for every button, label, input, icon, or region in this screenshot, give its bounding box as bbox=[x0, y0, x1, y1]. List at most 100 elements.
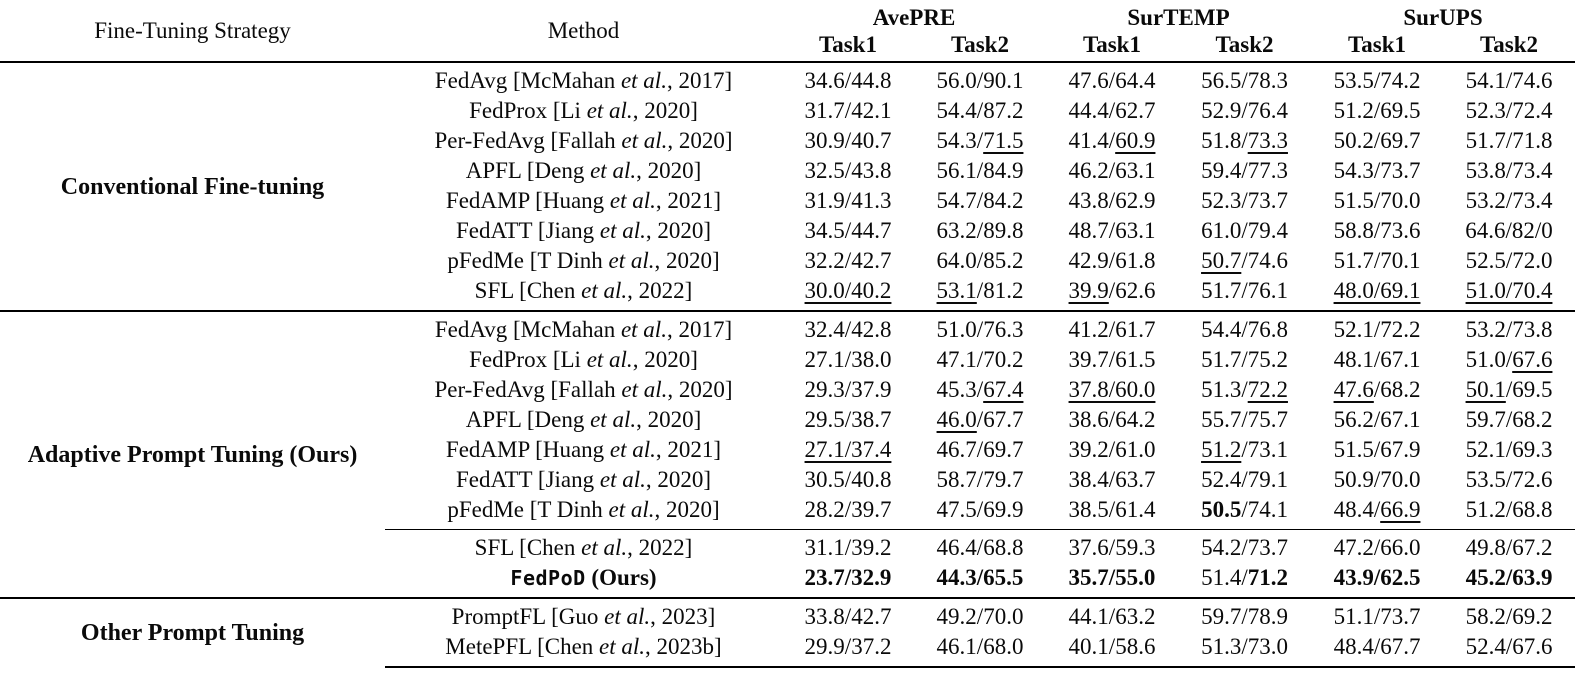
table-row: APFL [Deng et al., 2020] 29.5/38.7 46.0/67… bbox=[0, 405, 1575, 435]
value-pair: 23.7/32.9 bbox=[804, 565, 892, 590]
table-row: FedAMP [Huang et al., 2021] 31.9/41.3 54.7… bbox=[0, 186, 1575, 216]
value-cell: 46.2/63.1 bbox=[1046, 156, 1178, 186]
value-task-primary: 49.8 bbox=[1465, 535, 1506, 560]
value-task-primary: 48.7 bbox=[1068, 218, 1109, 243]
slash-separator: / bbox=[976, 634, 984, 659]
value-cell: 51.0/76.3 bbox=[914, 310, 1046, 345]
value-task-secondary: 58.6 bbox=[1115, 634, 1156, 659]
slash-separator: / bbox=[844, 497, 852, 522]
value-cell: 56.2/67.1 bbox=[1311, 405, 1443, 435]
slash-separator: / bbox=[1108, 437, 1116, 462]
value-task-secondary: 67.9 bbox=[1380, 437, 1421, 462]
value-cell: 50.7/74.6 bbox=[1178, 246, 1311, 276]
value-cell: 48.0/69.1 bbox=[1311, 276, 1443, 311]
value-cell: 38.4/63.7 bbox=[1046, 465, 1178, 495]
et-al-italic: et al. bbox=[581, 278, 628, 303]
value-task-primary: 47.6 bbox=[1068, 68, 1109, 93]
table-header: Fine-Tuning Strategy Method AvePRE SurTE… bbox=[0, 0, 1575, 63]
value-cell: 34.6/44.8 bbox=[782, 62, 914, 96]
value-cell: 51.2/68.8 bbox=[1443, 495, 1575, 530]
value-cell: 39.9/62.6 bbox=[1046, 276, 1178, 311]
value-task-primary: 31.9 bbox=[804, 188, 845, 213]
slash-separator: / bbox=[1505, 467, 1513, 492]
slash-separator: / bbox=[1505, 347, 1513, 372]
value-task-secondary: 61.8 bbox=[1115, 248, 1156, 273]
value-cell: 48.4/66.9 bbox=[1311, 495, 1443, 530]
value-task-primary: 51.2 bbox=[1201, 437, 1242, 462]
value-task-secondary: 71.5 bbox=[983, 128, 1024, 153]
value-cell: 29.9/37.2 bbox=[782, 632, 914, 668]
header-avepre: AvePRE bbox=[872, 5, 956, 30]
value-task-secondary: 44.8 bbox=[851, 68, 892, 93]
method-cell: FedProx [Li et al., 2020] bbox=[469, 98, 698, 123]
value-task-secondary: 68.2 bbox=[1380, 377, 1421, 402]
slash-separator: / bbox=[1241, 98, 1248, 123]
slash-separator: / bbox=[844, 158, 852, 183]
slash-separator: / bbox=[1505, 317, 1513, 342]
value-task-primary: 64.0 bbox=[936, 248, 977, 273]
value-pair: 44.3/65.5 bbox=[936, 565, 1024, 590]
slash-separator: / bbox=[1373, 128, 1381, 153]
value-task-primary: 56.5 bbox=[1201, 68, 1242, 93]
value-cell: 47.6/68.2 bbox=[1311, 375, 1443, 405]
value-task-primary: 34.5 bbox=[804, 218, 845, 243]
header-avepre-task1: Task1 bbox=[782, 31, 914, 63]
slash-separator: / bbox=[976, 188, 984, 213]
value-cell: 28.2/39.7 bbox=[782, 495, 914, 530]
value-cell: 48.7/63.1 bbox=[1046, 216, 1178, 246]
value-task-secondary: 42.7 bbox=[851, 248, 892, 273]
value-task-primary: 53.8 bbox=[1465, 158, 1506, 183]
value-cell: 23.7/32.9 bbox=[782, 563, 914, 598]
slash-separator: / bbox=[1505, 535, 1513, 560]
value-cell: 51.0/70.4 bbox=[1443, 276, 1575, 311]
value-task-primary: 34.6 bbox=[804, 68, 845, 93]
value-task-secondary: 68.0 bbox=[983, 634, 1024, 659]
slash-separator: / bbox=[1373, 604, 1381, 629]
et-al-italic: et al. bbox=[621, 128, 668, 153]
value-task-secondary: 72.4 bbox=[1512, 98, 1553, 123]
value-task-secondary: 64.2 bbox=[1115, 407, 1156, 432]
table-row: pFedMe [T Dinh et al., 2020] 32.2/42.7 64.… bbox=[0, 246, 1575, 276]
value-cell: 33.8/42.7 bbox=[782, 597, 914, 632]
method-cell: FedATT [Jiang et al., 2020] bbox=[455, 467, 712, 492]
slash-separator: / bbox=[1373, 377, 1381, 402]
slash-separator: / bbox=[1505, 188, 1513, 213]
value-cell: 58.2/69.2 bbox=[1443, 597, 1575, 632]
value-cell: 64.6/82/0 bbox=[1443, 216, 1575, 246]
value-cell: 53.5/72.6 bbox=[1443, 465, 1575, 495]
value-cell: 31.7/42.1 bbox=[782, 96, 914, 126]
value-task-secondary: 69.5 bbox=[1512, 377, 1553, 402]
value-task-primary: 51.8 bbox=[1201, 128, 1242, 153]
value-cell: 31.1/39.2 bbox=[782, 529, 914, 563]
value-task-primary: 47.2 bbox=[1333, 535, 1374, 560]
value-task-secondary: 39.2 bbox=[851, 535, 892, 560]
slash-separator: / bbox=[1505, 68, 1513, 93]
value-task-secondary: 70.1 bbox=[1380, 248, 1421, 273]
value-task-primary: 44.1 bbox=[1068, 604, 1109, 629]
table-row: MetePFL [Chen et al., 2023b] 29.9/37.2 46.… bbox=[0, 632, 1575, 668]
value-cell: 54.4/87.2 bbox=[914, 96, 1046, 126]
slash-separator: / bbox=[844, 634, 852, 659]
value-task-secondary: 69.3 bbox=[1512, 437, 1553, 462]
value-task-secondary: 41.3 bbox=[851, 188, 892, 213]
value-task-secondary: 69.7 bbox=[983, 437, 1024, 462]
slash-separator: / bbox=[1241, 565, 1248, 590]
slash-separator: / bbox=[976, 467, 984, 492]
method-cell: PromptFL [Guo et al., 2023] bbox=[385, 597, 782, 632]
value-task-secondary: 70.2 bbox=[983, 347, 1024, 372]
value-task-secondary: 77.3 bbox=[1247, 158, 1288, 183]
value-task-primary: 31.7 bbox=[804, 98, 845, 123]
value-task-secondary: 73.6 bbox=[1380, 218, 1421, 243]
value-task-primary: 33.8 bbox=[804, 604, 845, 629]
value-task-secondary: 75.2 bbox=[1247, 347, 1288, 372]
value-pair: 51.0/70.4 bbox=[1465, 278, 1553, 303]
value-task-secondary: 74.6 bbox=[1247, 248, 1288, 273]
slash-separator: / bbox=[1241, 128, 1248, 153]
method-cell: MetePFL [Chen et al., 2023b] bbox=[385, 632, 782, 668]
value-task-primary: 32.2 bbox=[804, 248, 845, 273]
value-task-secondary: 73.4 bbox=[1512, 158, 1553, 183]
table-row: FedPoD (Ours) 23.7/32.9 44.3/65.5 35.7/55.0… bbox=[0, 563, 1575, 598]
value-task-primary: 56.0 bbox=[936, 68, 977, 93]
value-task-secondary: 62.7 bbox=[1115, 98, 1156, 123]
